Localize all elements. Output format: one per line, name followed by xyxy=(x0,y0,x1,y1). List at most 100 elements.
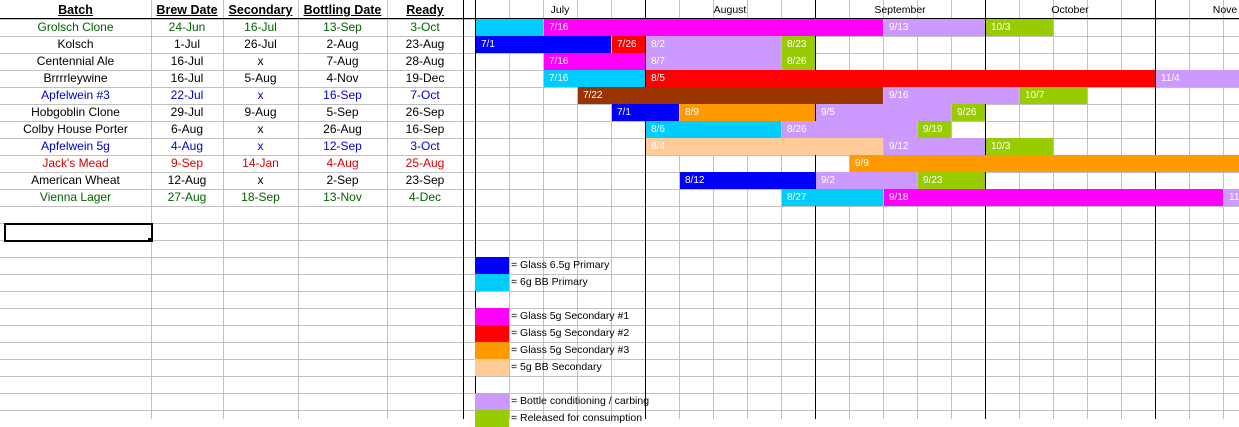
ready-date-cell[interactable]: 19-Dec xyxy=(405,71,445,85)
batch-name-cell[interactable]: Vienna Lager xyxy=(39,190,112,204)
gantt-bar-label: 9/26 xyxy=(957,107,977,118)
ready-date-cell[interactable]: 25-Aug xyxy=(405,156,445,170)
ready-date-cell[interactable]: 28-Aug xyxy=(405,54,445,68)
gantt-bar-glass5-sec1: 9/18 xyxy=(884,189,1223,206)
gantt-bar-glass65-primary: 7/1 xyxy=(612,104,679,121)
bottling-date-cell[interactable]: 16-Sep xyxy=(323,88,362,102)
ready-date-cell[interactable]: 3-Oct xyxy=(410,20,440,34)
batch-name-cell[interactable]: Apfelwein #3 xyxy=(41,88,110,102)
brew-date-cell[interactable]: 16-Jul xyxy=(170,71,204,85)
bottling-date-cell[interactable]: 26-Aug xyxy=(323,122,362,136)
gantt-bar-label: 7/16 xyxy=(549,22,569,33)
gantt-bar-bb6-primary: 8/27 xyxy=(782,189,883,206)
bottling-date-cell[interactable]: 7-Aug xyxy=(326,54,359,68)
header-secondary: Secondary xyxy=(228,3,293,17)
gantt-bar-glass5-sec1: 7/16 xyxy=(544,53,645,70)
brew-date-cell[interactable]: 9-Sep xyxy=(170,156,204,170)
bottling-date-cell[interactable]: 4-Aug xyxy=(326,156,359,170)
legend-label: = Bottle conditioning / carbing xyxy=(511,395,650,407)
bottling-date-cell[interactable]: 2-Aug xyxy=(326,37,359,51)
ready-date-cell[interactable]: 26-Sep xyxy=(405,105,445,119)
brew-date-cell[interactable]: 29-Jul xyxy=(170,105,204,119)
gantt-bar-released: 9/23 xyxy=(918,172,985,189)
gantt-bar-released: 9/26 xyxy=(952,104,985,121)
legend-item: = Glass 6.5g Primary xyxy=(475,257,775,274)
bottling-date-cell[interactable]: 5-Sep xyxy=(326,105,359,119)
gantt-bar-glass65-primary: 8/12 xyxy=(680,172,815,189)
ready-date-cell[interactable]: 3-Oct xyxy=(410,139,440,153)
batch-name-cell[interactable]: Grolsch Clone xyxy=(37,20,114,34)
gantt-bar-label: 8/6 xyxy=(651,124,665,135)
brew-date-cell[interactable]: 27-Aug xyxy=(167,190,207,204)
secondary-date-cell[interactable]: x xyxy=(257,54,264,68)
gantt-bar-label: 10/3 xyxy=(991,22,1011,33)
selected-cell[interactable] xyxy=(4,223,153,242)
secondary-date-cell[interactable]: 5-Aug xyxy=(244,71,277,85)
gantt-bar-label: 8/27 xyxy=(787,192,807,203)
secondary-date-cell[interactable]: x xyxy=(257,173,264,187)
brew-date-cell[interactable]: 12-Aug xyxy=(167,173,207,187)
secondary-date-cell[interactable]: x xyxy=(257,139,264,153)
gantt-bar-label: 10/3 xyxy=(991,141,1011,152)
gantt-bar-label: 9/5 xyxy=(821,107,835,118)
header-brew-date: Brew Date xyxy=(156,3,218,17)
ready-date-cell[interactable]: 23-Aug xyxy=(405,37,445,51)
gantt-bar-label: 8/23 xyxy=(787,39,807,50)
brew-date-cell[interactable]: 16-Jul xyxy=(170,54,204,68)
fill-handle[interactable] xyxy=(148,238,152,242)
gantt-bar-label: 9/19 xyxy=(923,124,943,135)
secondary-date-cell[interactable]: 18-Sep xyxy=(241,190,280,204)
secondary-date-cell[interactable]: 14-Jan xyxy=(242,156,279,170)
legend-swatch xyxy=(475,257,509,274)
gantt-bar-bb5-secondary: 8/4 xyxy=(646,138,883,155)
bottling-date-cell[interactable]: 4-Nov xyxy=(326,71,359,85)
secondary-date-cell[interactable]: 16-Jul xyxy=(244,20,277,34)
gantt-bar-conditioning: 9/16 xyxy=(884,87,1019,104)
header-ready: Ready xyxy=(406,3,444,17)
month-label: July xyxy=(550,4,570,16)
gantt-bar-label: 8/7 xyxy=(651,56,665,67)
gantt-bar-label: 7/1 xyxy=(617,107,631,118)
legend-swatch xyxy=(475,342,509,359)
legend-item: = Glass 5g Secondary #3 xyxy=(475,342,775,359)
gantt-bar-label: 9/2 xyxy=(821,175,835,186)
gantt-bar-label: 9/23 xyxy=(923,175,943,186)
legend-swatch xyxy=(475,274,509,291)
batch-name-cell[interactable]: Apfelwein 5g xyxy=(41,139,110,153)
batch-name-cell[interactable]: Hobgoblin Clone xyxy=(31,105,120,119)
brew-date-cell[interactable]: 24-Jun xyxy=(168,20,206,34)
bottling-date-cell[interactable]: 12-Sep xyxy=(323,139,362,153)
gantt-bar-label: 9/16 xyxy=(889,90,909,101)
batch-name-cell[interactable]: Centennial Ale xyxy=(36,54,115,68)
batch-name-cell[interactable]: Kolsch xyxy=(57,37,94,51)
secondary-date-cell[interactable]: x xyxy=(257,88,264,102)
ready-date-cell[interactable]: 7-Oct xyxy=(410,88,440,102)
secondary-date-cell[interactable]: 9-Aug xyxy=(244,105,277,119)
secondary-date-cell[interactable]: 26-Jul xyxy=(244,37,277,51)
legend-swatch xyxy=(475,325,509,342)
secondary-date-cell[interactable]: x xyxy=(257,122,264,136)
bottling-date-cell[interactable]: 13-Nov xyxy=(323,190,362,204)
brew-date-cell[interactable]: 4-Aug xyxy=(170,139,204,153)
brew-date-cell[interactable]: 22-Jul xyxy=(170,88,204,102)
gantt-bar-label: 7/16 xyxy=(549,73,569,84)
ready-date-cell[interactable]: 23-Sep xyxy=(405,173,445,187)
gantt-bar-released: 10/3 xyxy=(986,19,1053,36)
bottling-date-cell[interactable]: 13-Sep xyxy=(323,20,362,34)
gantt-bar-conditioning: 9/13 xyxy=(884,19,985,36)
batch-name-cell[interactable]: Jack's Mead xyxy=(42,156,109,170)
brew-date-cell[interactable]: 6-Aug xyxy=(170,122,204,136)
legend-item: = 5g BB Secondary xyxy=(475,359,775,376)
batch-name-cell[interactable]: Colby House Porter xyxy=(23,122,128,136)
ready-date-cell[interactable]: 4-Dec xyxy=(408,190,441,204)
legend-label: = Glass 5g Secondary #3 xyxy=(511,344,630,356)
batch-name-cell[interactable]: American Wheat xyxy=(31,173,120,187)
gantt-bar-label: 8/2 xyxy=(651,39,665,50)
gantt-bar-label: 9/9 xyxy=(855,158,869,169)
gantt-bar-label: 7/1 xyxy=(481,39,495,50)
brew-date-cell[interactable]: 1-Jul xyxy=(173,37,200,51)
bottling-date-cell[interactable]: 2-Sep xyxy=(326,173,359,187)
batch-name-cell[interactable]: Brrrrleywine xyxy=(43,71,108,85)
ready-date-cell[interactable]: 16-Sep xyxy=(405,122,445,136)
gantt-bar-released: 10/3 xyxy=(986,138,1053,155)
